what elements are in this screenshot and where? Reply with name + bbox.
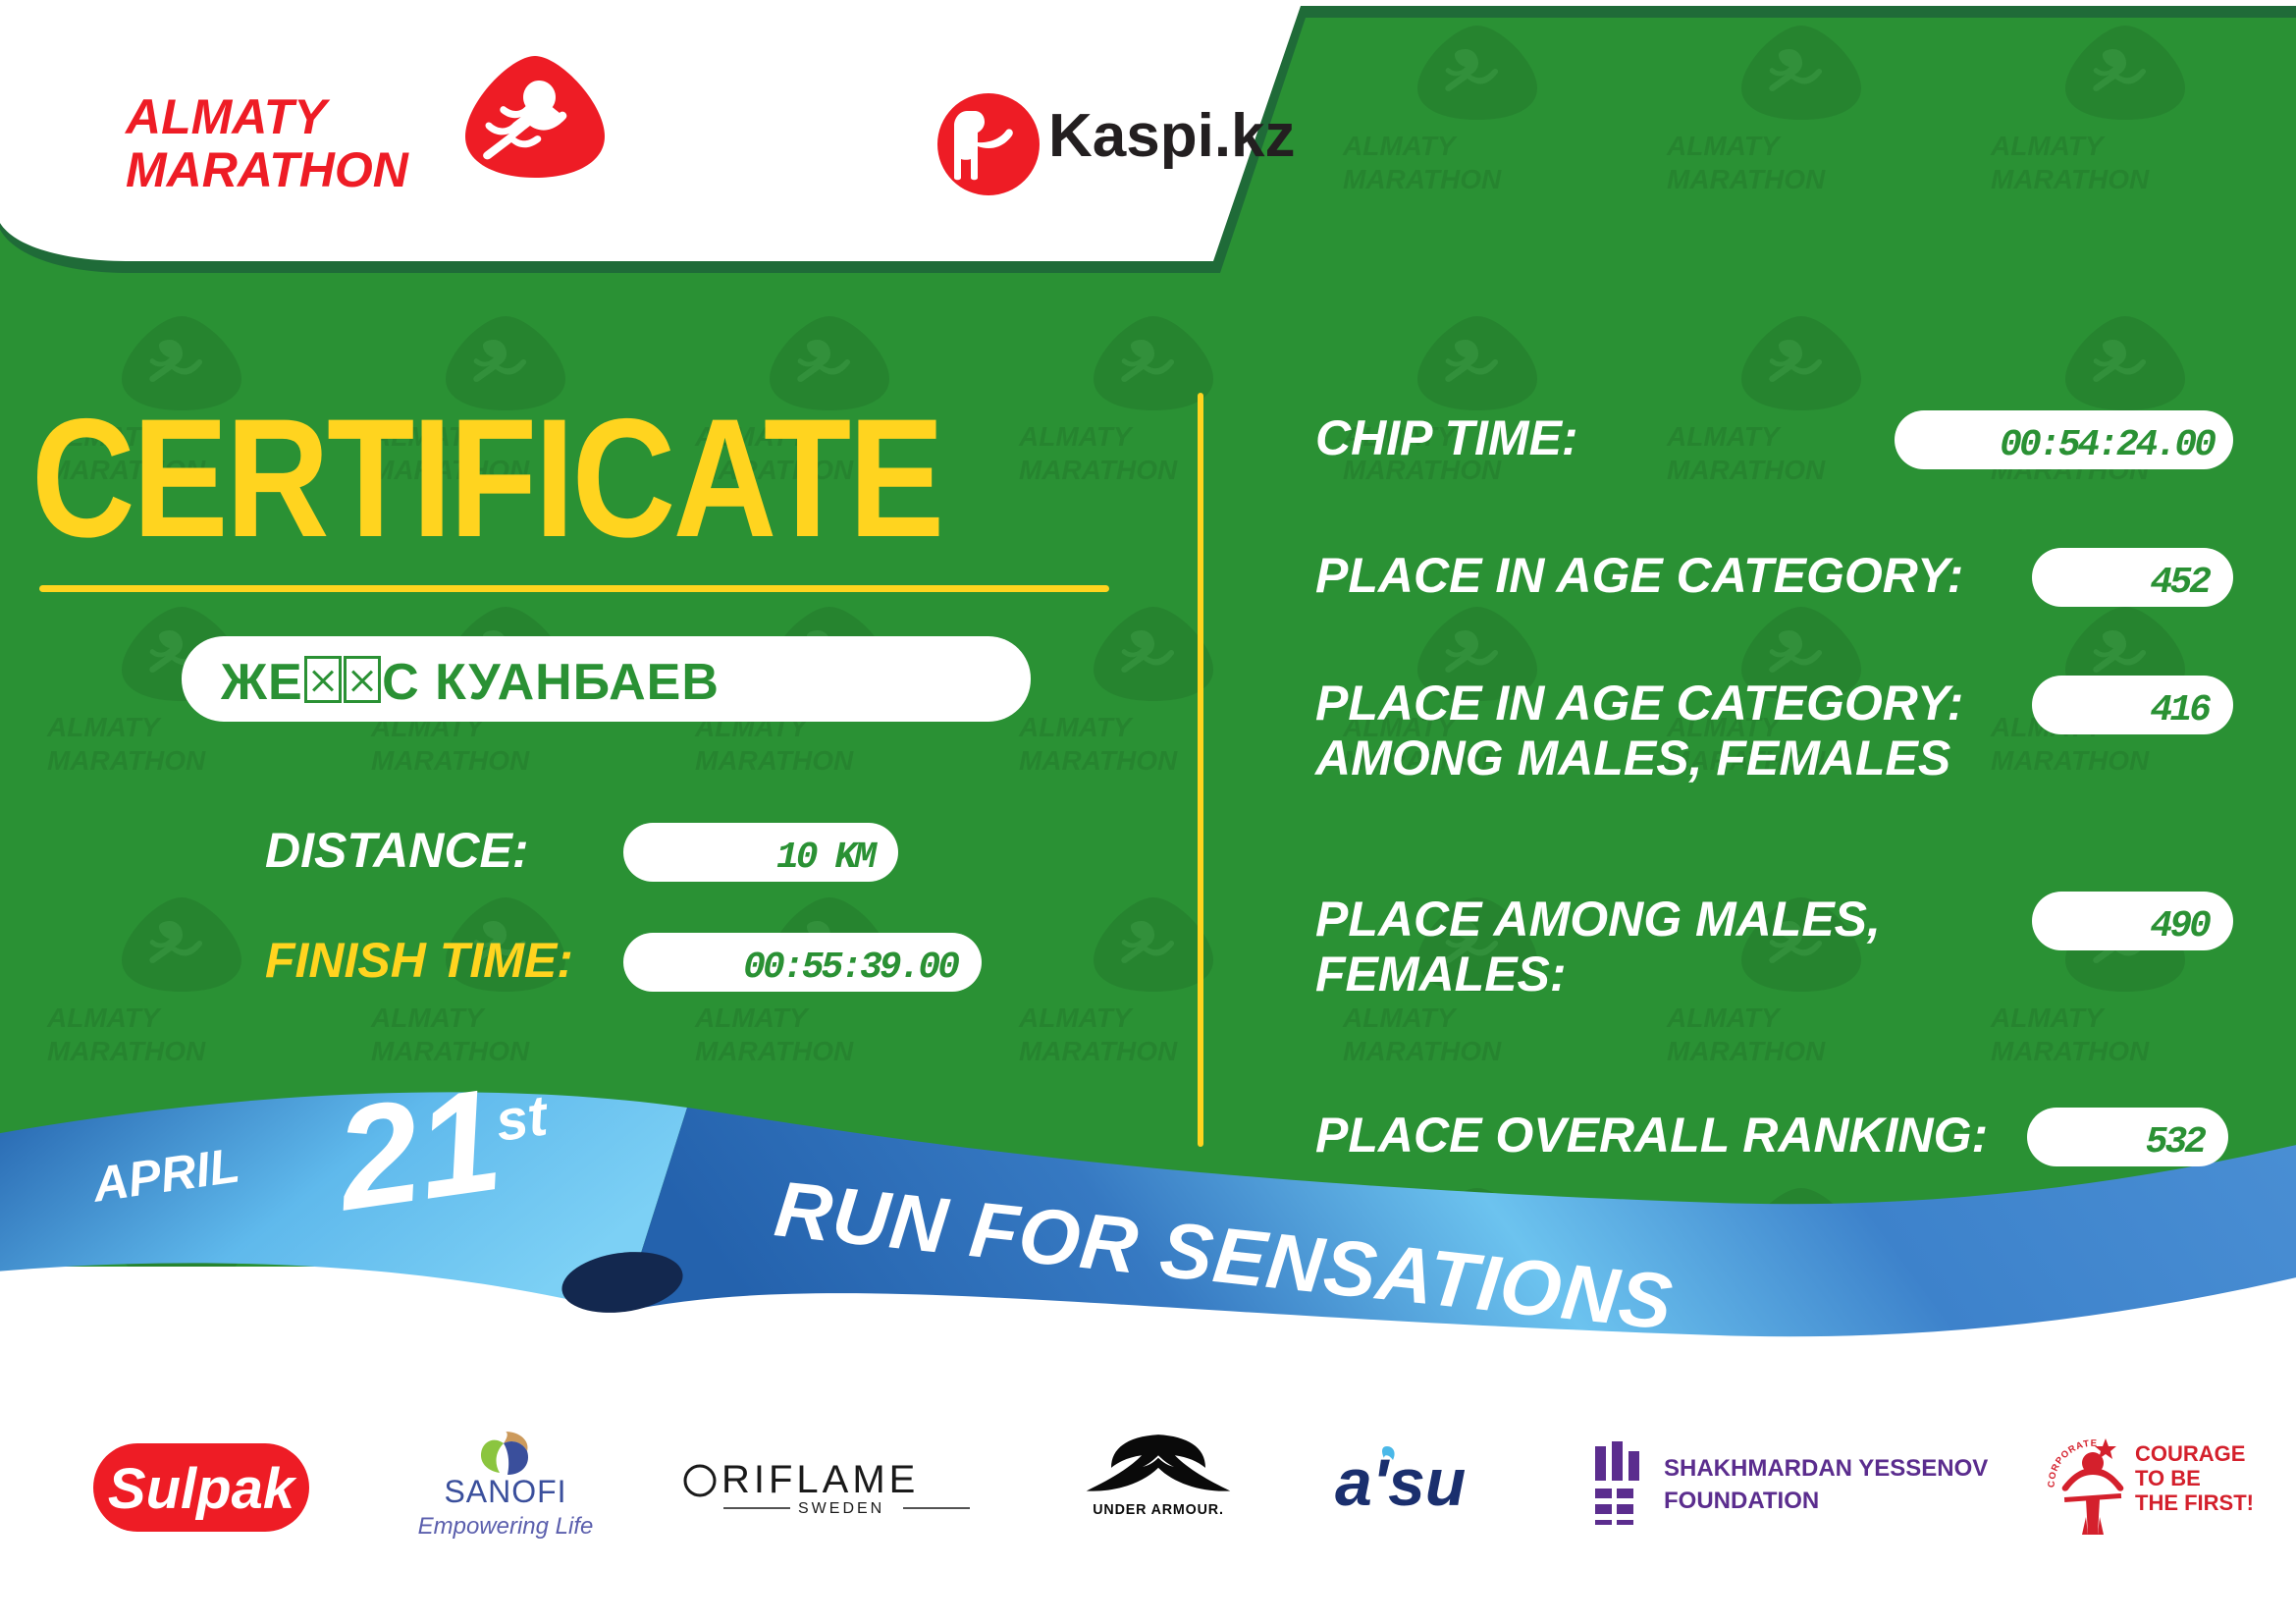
svg-text:SHAKHMARDAN YESSENOV: SHAKHMARDAN YESSENOV [1664, 1455, 1988, 1482]
svg-text:TO BE: TO BE [2135, 1466, 2201, 1490]
svg-text:SWEDEN: SWEDEN [798, 1500, 884, 1517]
svg-text:RIFLAME: RIFLAME [721, 1458, 919, 1501]
svg-text:SANOFI: SANOFI [444, 1474, 566, 1509]
svg-text:Sulpak: Sulpak [108, 1457, 297, 1521]
svg-text:THE FIRST!: THE FIRST! [2135, 1490, 2254, 1515]
svg-text:UNDER ARMOUR.: UNDER ARMOUR. [1093, 1502, 1224, 1518]
svg-text:FOUNDATION: FOUNDATION [1664, 1488, 1819, 1514]
svg-text:Empowering Life: Empowering Life [418, 1513, 594, 1540]
svg-text:COURAGE: COURAGE [2135, 1441, 2245, 1466]
svg-text:a'su: a'su [1335, 1445, 1466, 1520]
